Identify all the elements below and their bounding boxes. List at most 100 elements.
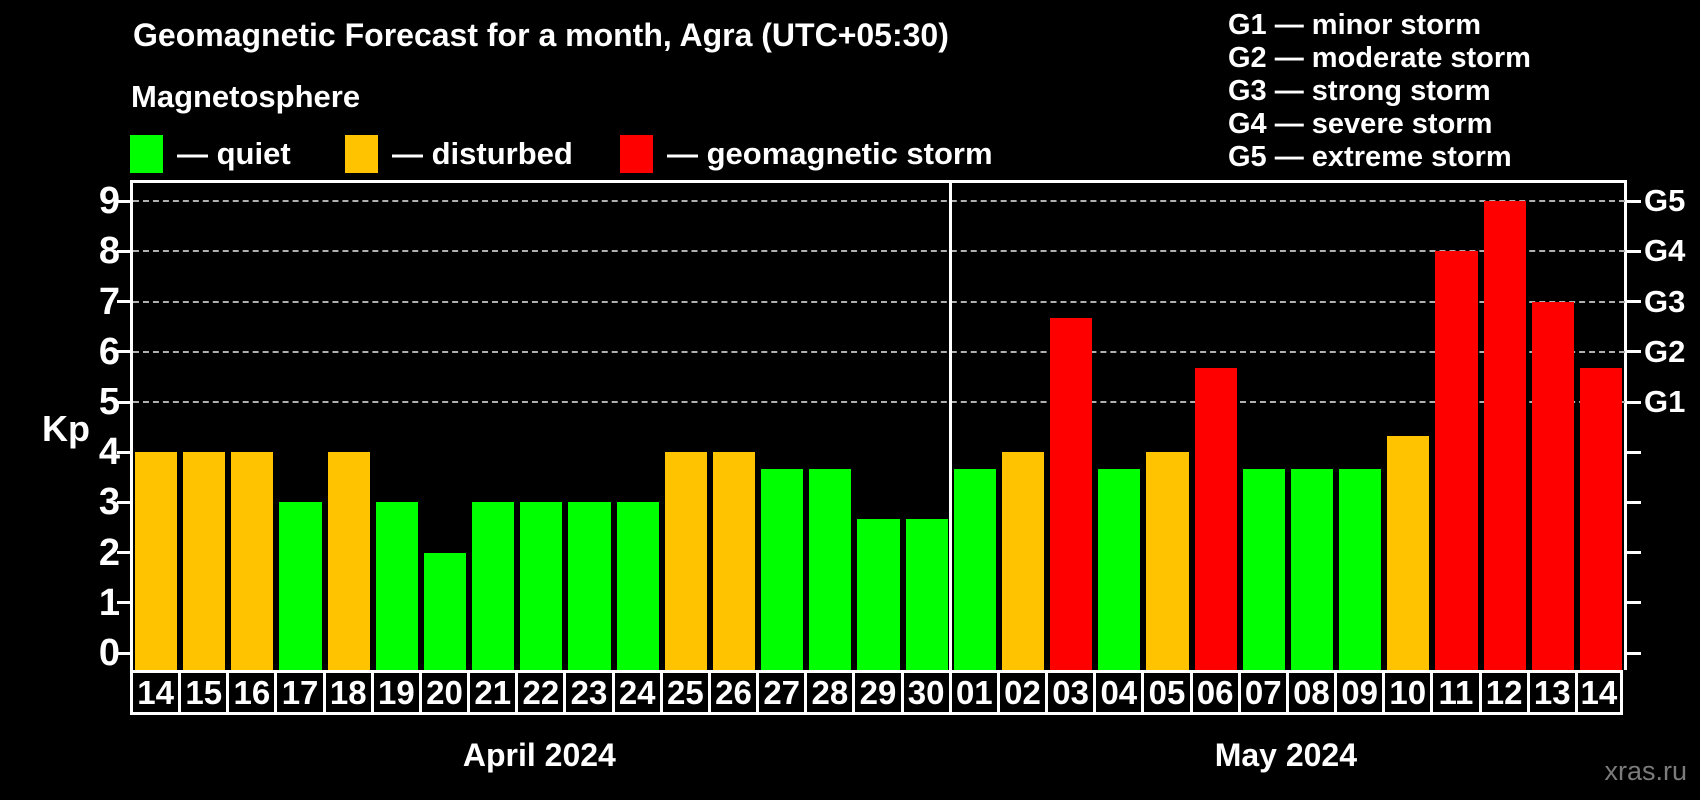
y-axis-tick-2: 2 — [98, 531, 120, 574]
bar-april-29 — [857, 518, 900, 670]
y-axis-tick-6: 6 — [98, 330, 120, 373]
bar-may-05 — [1146, 452, 1189, 670]
day-label-may-03: 03 — [1045, 670, 1094, 715]
g-scale-legend-item-g5: G5 — extreme storm — [1228, 141, 1512, 173]
legend-item-quiet: — quiet — [130, 135, 291, 173]
legend-label-quiet: — quiet — [177, 136, 291, 171]
day-label-april-20: 20 — [418, 670, 468, 715]
legend-label-disturbed: — disturbed — [392, 136, 573, 171]
day-label-april-25: 25 — [659, 670, 708, 715]
y-axis-title: Kp — [42, 408, 90, 449]
y-axis-tick-3: 3 — [98, 481, 120, 524]
bar-april-19 — [375, 502, 418, 670]
day-label-april-26: 26 — [707, 670, 757, 715]
y-axis-tick-0: 0 — [98, 632, 120, 674]
y-axis-tickmark-left-7 — [117, 300, 131, 304]
y-axis-tick-7: 7 — [98, 280, 120, 323]
legend-label-storm: — geomagnetic storm — [667, 136, 993, 171]
gridline-kp6 — [133, 350, 1625, 353]
day-label-may-13: 13 — [1526, 670, 1575, 715]
bar-may-07 — [1242, 468, 1285, 670]
page-title: Geomagnetic Forecast for a month, Agra (… — [133, 17, 949, 53]
bar-april-15 — [183, 452, 226, 670]
bar-april-23 — [568, 502, 611, 670]
day-label-may-01: 01 — [948, 670, 997, 715]
day-label-may-08: 08 — [1285, 670, 1335, 715]
day-label-may-12: 12 — [1478, 670, 1527, 715]
bar-may-10 — [1387, 435, 1430, 670]
y-axis-tickmark-right-5 — [1627, 400, 1641, 404]
gridline-kp5 — [133, 401, 1625, 403]
day-label-april-15: 15 — [178, 670, 227, 715]
bar-may-09 — [1339, 468, 1382, 670]
bar-april-27 — [761, 468, 804, 670]
storm-swatch-icon — [620, 135, 653, 173]
y-axis-tickmark-right-2 — [1627, 551, 1641, 555]
bar-may-06 — [1194, 368, 1237, 670]
y-axis-tickmark-left-8 — [117, 249, 131, 253]
day-label-april-17: 17 — [274, 670, 323, 715]
y-axis-tickmark-right-4 — [1627, 450, 1641, 454]
y-axis-tickmark-left-5 — [117, 400, 131, 404]
y-axis-tick-4: 4 — [98, 431, 120, 474]
bar-april-24 — [616, 502, 659, 670]
watermark: xras.ru — [1604, 756, 1687, 786]
day-label-may-07: 07 — [1237, 670, 1286, 715]
y-axis-tickmark-left-4 — [117, 450, 131, 454]
day-label-may-02: 02 — [996, 670, 1046, 715]
bar-april-21 — [472, 502, 515, 670]
gridline-kp9 — [133, 200, 1625, 203]
bar-april-20 — [423, 552, 467, 670]
bar-april-14 — [135, 452, 178, 670]
g-axis-label-g1: G1 — [1644, 384, 1686, 419]
y-axis-tickmark-right-0 — [1627, 651, 1641, 655]
bar-april-26 — [712, 452, 756, 670]
day-label-april-30: 30 — [900, 670, 949, 715]
y-axis-tick-5: 5 — [98, 381, 120, 423]
plot-area — [130, 180, 1627, 670]
day-label-may-10: 10 — [1382, 670, 1431, 715]
bar-may-02 — [1001, 452, 1045, 670]
day-label-april-28: 28 — [804, 670, 853, 715]
bar-may-03 — [1050, 318, 1093, 670]
day-label-may-11: 11 — [1430, 670, 1479, 715]
day-label-april-14: 14 — [130, 670, 179, 715]
bar-april-18 — [327, 452, 370, 670]
day-label-april-23: 23 — [563, 670, 612, 715]
g-axis-label-g3: G3 — [1644, 283, 1686, 319]
y-axis-tickmark-right-9 — [1627, 199, 1641, 203]
disturbed-swatch-icon — [345, 135, 378, 173]
g-scale-legend-item-g2: G2 — moderate storm — [1228, 42, 1531, 74]
magnetosphere-label: Magnetosphere — [131, 79, 361, 114]
bar-may-04 — [1098, 468, 1141, 670]
bar-april-17 — [279, 502, 322, 670]
bar-april-16 — [231, 452, 274, 670]
day-label-april-24: 24 — [611, 670, 660, 715]
day-label-may-06: 06 — [1189, 670, 1238, 715]
y-axis-tickmark-right-6 — [1627, 350, 1641, 354]
day-label-april-19: 19 — [370, 670, 419, 715]
y-axis-tick-9: 9 — [98, 180, 120, 223]
g-scale-legend: G1 — minor storm G2 — moderate storm G3 … — [1228, 9, 1531, 174]
gridline-kp7 — [133, 300, 1625, 303]
g-scale-legend-item-g4: G4 — severe storm — [1228, 108, 1493, 140]
legend-item-storm: — geomagnetic storm — [620, 135, 993, 173]
g-scale-legend-item-g3: G3 — strong storm — [1228, 75, 1491, 107]
day-label-april-21: 21 — [467, 670, 516, 715]
legend-item-disturbed: — disturbed — [345, 135, 573, 173]
y-axis-tickmark-right-3 — [1627, 500, 1641, 504]
bar-may-12 — [1483, 201, 1526, 670]
y-axis-tickmark-right-8 — [1627, 249, 1641, 253]
day-label-april-22: 22 — [515, 670, 564, 715]
day-label-may-14: 14 — [1574, 670, 1623, 715]
bar-may-14 — [1579, 368, 1622, 670]
day-label-april-18: 18 — [322, 670, 371, 715]
bar-april-28 — [809, 468, 852, 670]
month-label-may: May 2024 — [1214, 737, 1358, 773]
y-axis-tickmark-left-2 — [117, 551, 131, 555]
g-axis-label-g5: G5 — [1644, 183, 1686, 219]
day-label-may-04: 04 — [1093, 670, 1142, 715]
y-axis-tickmark-left-0 — [117, 651, 131, 655]
g-axis-label-g4: G4 — [1644, 233, 1686, 269]
